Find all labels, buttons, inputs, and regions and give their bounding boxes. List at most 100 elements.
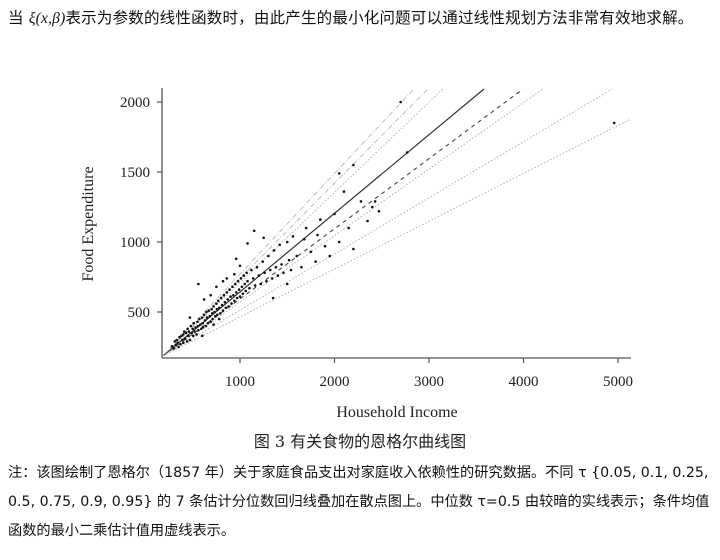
data-point [196,320,199,324]
data-point [235,296,239,300]
data-point [215,285,218,289]
data-point [295,254,299,258]
data-point [285,282,289,286]
data-point [239,277,243,280]
data-point [199,327,203,331]
data-point [214,314,217,318]
data-point [225,291,229,294]
data-point [212,305,215,308]
data-point [195,333,198,336]
data-point [173,340,177,343]
data-point [280,263,283,266]
data-point [203,319,207,322]
figure-note: 注：该图绘制了恩格尔（1857 年）关于家庭食品支出对家庭收入依赖性的研究数据。… [8,465,710,539]
data-point [377,209,381,213]
x-tick-label: 2000 [320,374,350,390]
data-point [245,271,248,275]
data-point [255,265,259,269]
data-point [226,298,230,301]
data-point [246,279,249,283]
data-point [202,298,206,301]
data-point [182,333,185,336]
data-point [201,326,205,329]
x-tick-label: 4000 [509,374,539,390]
x-tick-label: 5000 [603,374,633,390]
data-point [217,306,221,310]
intro-math: ξ(x,β) [28,10,66,27]
data-point [223,300,227,304]
data-point [190,331,194,335]
data-point [178,335,181,339]
data-point [200,334,204,338]
data-point [196,324,200,328]
data-point [185,340,189,343]
data-point [202,313,206,317]
data-point [201,321,204,325]
data-point [238,264,242,268]
data-point [205,310,208,314]
data-point [197,282,200,286]
data-point [236,279,240,283]
data-point [189,324,193,328]
data-point [399,100,402,104]
data-point [237,288,241,291]
data-point [216,299,220,303]
quantile-line [162,88,429,357]
data-point [271,296,275,300]
y-tick-label: 2000 [120,95,150,111]
quantile-line [162,118,632,357]
y-tick-label: 1500 [120,165,150,181]
data-point [191,327,195,331]
data-point [259,282,263,286]
data-point [221,309,225,312]
data-point [176,341,179,345]
x-axis-label: Household Income [336,404,457,421]
data-point [251,277,255,280]
data-point [175,338,178,342]
data-point [191,334,195,338]
data-point [272,249,276,252]
quantile-line [162,88,485,357]
data-point [233,272,236,276]
data-point [300,265,303,269]
data-point [302,237,306,241]
data-point [186,334,190,338]
data-point [212,323,215,326]
data-point [342,190,346,193]
data-point [285,240,289,244]
data-point [366,219,369,223]
data-point [234,291,238,294]
figure-caption: 图 3 有关食物的恩格尔曲线图 [253,432,467,451]
y-tick-label: 500 [128,305,151,321]
data-point [231,285,234,289]
data-point [612,121,616,125]
quantile-line [162,88,613,357]
engel-curve-chart: 1000 2000 3000 4000 5000 500 1000 1500 2000 Hou… [80,88,633,421]
data-point [183,337,187,340]
x-tick-label: 3000 [414,374,444,390]
data-point [228,288,231,291]
data-point [265,279,268,283]
data-point [323,244,327,248]
intro-paragraph: 当 ξ(x,β)表示为参数的线性函数时，由此产生的最小化问题可以通过线性规划方法… [8,4,714,33]
data-point [174,343,178,347]
data-point [221,279,225,283]
data-point [213,310,216,314]
data-point [194,326,197,329]
data-point [244,289,247,293]
data-point [181,338,184,342]
data-point [186,327,189,331]
data-point [182,341,185,345]
data-point [177,345,180,349]
data-point [267,254,270,258]
data-point [252,229,256,233]
data-point [193,330,196,333]
data-point [253,284,257,287]
data-point [263,271,266,275]
intro-after-math: 表示为参数的线性函数时，由此产生的最小化问题可以通过线性规划方法非常有效地求解。 [65,9,694,27]
data-point [314,260,317,263]
data-point [352,163,355,167]
data-point [278,243,281,247]
y-axis-label: Food Expenditure [80,166,97,281]
data-point [232,293,235,297]
